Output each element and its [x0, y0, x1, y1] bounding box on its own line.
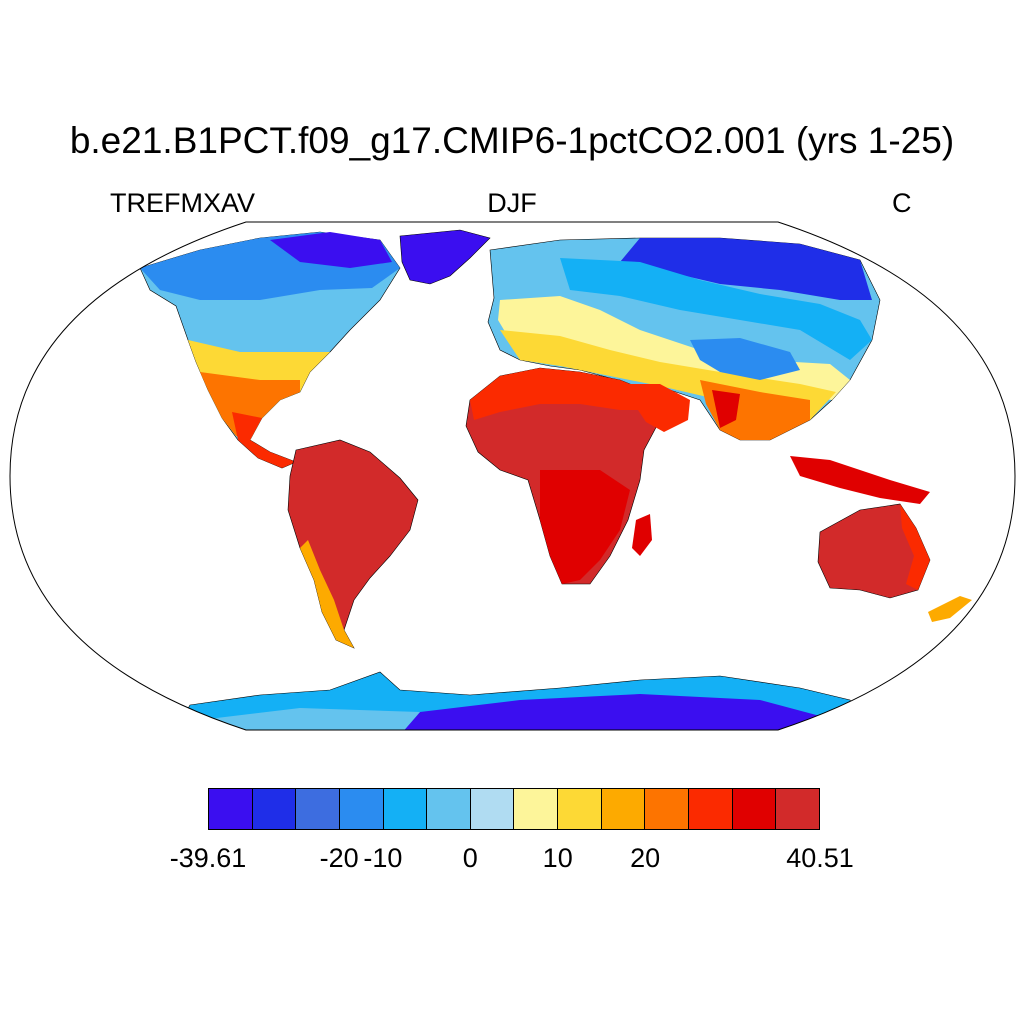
greenland — [399, 229, 491, 285]
legend-tick-label: -20 — [319, 843, 359, 873]
legend-tick-label: 10 — [542, 843, 573, 873]
legend-swatch — [470, 789, 515, 829]
legend-swatch — [252, 789, 297, 829]
legend-tick-label: -39.61 — [169, 843, 247, 873]
legend-swatch — [689, 789, 733, 829]
antarctica-margin — [200, 708, 420, 730]
legend-tick-label: 40.51 — [786, 843, 854, 873]
legend-tick-label: 20 — [630, 843, 661, 873]
maritime-asia — [790, 456, 930, 504]
legend-swatch — [209, 789, 253, 829]
units-label: C — [892, 188, 912, 218]
antarctica-interior — [400, 694, 820, 730]
plot-title: b.e21.B1PCT.f09_g17.CMIP6-1pctCO2.001 (y… — [69, 120, 955, 161]
variable-label: TREFMXAV — [110, 188, 256, 218]
legend-swatch — [558, 789, 602, 829]
legend-swatch — [339, 789, 384, 829]
legend-swatch — [427, 789, 471, 829]
legend-swatch — [732, 789, 777, 829]
madagascar — [632, 514, 652, 556]
legend-swatch — [514, 789, 559, 829]
legend-tick-label: 0 — [462, 843, 478, 873]
legend-swatch — [776, 789, 819, 829]
legend-swatch — [645, 789, 690, 829]
legend-swatch — [296, 789, 340, 829]
new-zealand — [928, 596, 972, 622]
legend-swatch — [383, 789, 428, 829]
season-label: DJF — [487, 188, 537, 218]
legend-tick-label: -10 — [363, 843, 403, 873]
color-legend-bar — [208, 788, 820, 830]
map-frame — [9, 221, 1016, 731]
legend-swatch — [601, 789, 646, 829]
